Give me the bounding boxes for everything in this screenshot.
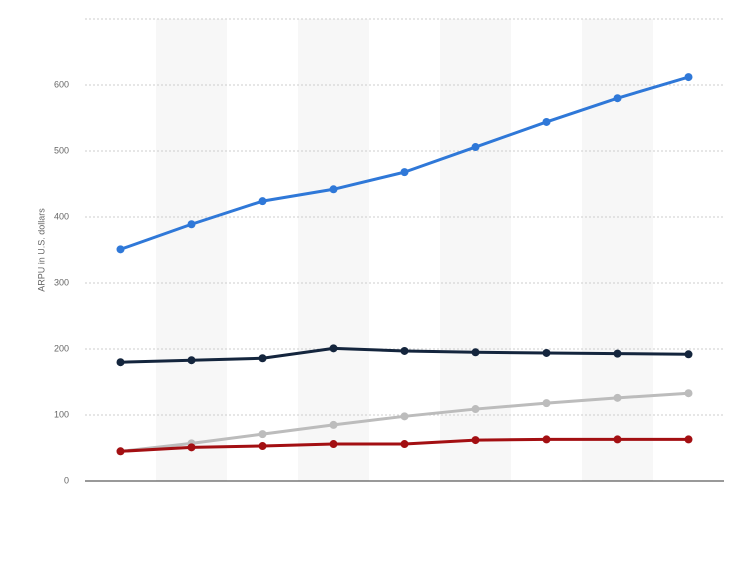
data-point [684, 350, 693, 359]
data-point [258, 354, 267, 363]
data-point [542, 435, 551, 444]
data-point [542, 117, 551, 126]
data-point [613, 393, 622, 402]
data-point [116, 447, 125, 456]
y-axis-label: ARPU in U.S. dollars [36, 208, 46, 292]
data-point [613, 435, 622, 444]
y-tick-label: 400 [54, 211, 69, 221]
data-point [400, 168, 409, 177]
data-point [187, 356, 196, 365]
data-point [258, 197, 267, 206]
data-point [329, 440, 338, 449]
band-stripe [156, 19, 227, 481]
data-point [400, 412, 409, 421]
band-stripe [298, 19, 369, 481]
data-point [684, 73, 693, 82]
data-point [684, 435, 693, 444]
y-tick-label: 200 [54, 343, 69, 353]
data-point [187, 220, 196, 229]
data-point [329, 344, 338, 353]
data-point [613, 349, 622, 358]
y-tick-label: 300 [54, 277, 69, 287]
data-point [471, 436, 480, 445]
data-point [542, 399, 551, 408]
band-stripe [582, 19, 653, 481]
data-point [329, 420, 338, 429]
data-point [471, 348, 480, 357]
y-tick-label: 500 [54, 145, 69, 155]
data-point [684, 389, 693, 398]
y-tick-label: 600 [54, 79, 69, 89]
y-tick-label: 100 [54, 409, 69, 419]
data-point [613, 94, 622, 103]
band-stripe [440, 19, 511, 481]
data-point [400, 440, 409, 449]
data-point [258, 430, 267, 439]
data-point [400, 346, 409, 355]
data-point [258, 442, 267, 451]
data-point [187, 443, 196, 452]
data-point [116, 245, 125, 254]
data-point [471, 405, 480, 414]
data-point [542, 348, 551, 357]
data-point [329, 185, 338, 194]
data-point [471, 143, 480, 152]
data-point [116, 358, 125, 367]
y-tick-label: 0 [64, 475, 69, 485]
